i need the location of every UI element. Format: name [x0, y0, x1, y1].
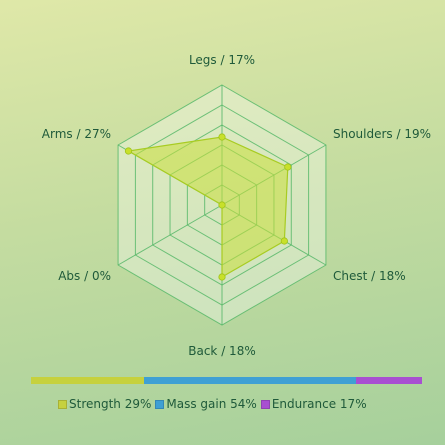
bar-segment-strength [31, 377, 145, 384]
axis-label-arms: Arms / 27% [42, 127, 111, 141]
bar-segment-endurance [355, 377, 422, 384]
axis-label-back: Back / 18% [188, 344, 255, 358]
legend-item-mass-gain: Mass gain 54% [155, 397, 257, 411]
data-point-shoulders [284, 163, 292, 171]
data-point-chest [280, 237, 288, 245]
legend-label-strength: Strength 29% [69, 397, 152, 411]
axis-label-abs: Abs / 0% [58, 269, 111, 283]
data-point-legs [218, 133, 226, 141]
legend-label-endurance: Endurance 17% [271, 397, 367, 411]
legend: Strength 29% Mass gain 54% Endurance 17% [58, 396, 371, 412]
legend-label-mass-gain: Mass gain 54% [166, 397, 257, 411]
legend-swatch-strength [58, 399, 67, 409]
axis-label-shoulders: Shoulders / 19% [333, 127, 431, 141]
axis-label-legs: Legs / 17% [189, 53, 255, 67]
legend-swatch-mass-gain [155, 399, 165, 409]
axis-label-chest: Chest / 18% [333, 269, 406, 283]
bar-segment-mass-gain [144, 377, 356, 384]
legend-item-strength: Strength 29% [58, 397, 151, 411]
data-point-arms [124, 147, 133, 155]
distribution-bar [31, 377, 422, 384]
radar-spoke-abs [117, 204, 223, 266]
legend-item-endurance: Endurance 17% [260, 397, 367, 411]
data-point-back [218, 273, 226, 281]
data-point-abs [218, 201, 226, 209]
legend-swatch-endurance [260, 399, 270, 409]
